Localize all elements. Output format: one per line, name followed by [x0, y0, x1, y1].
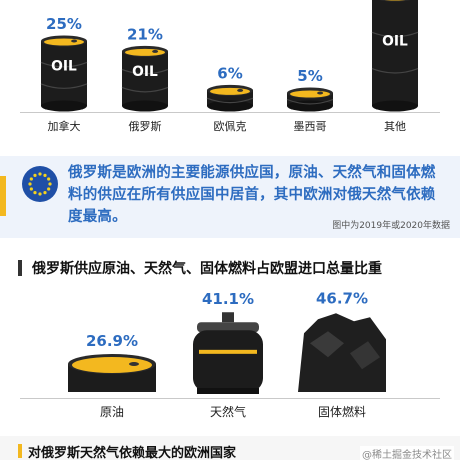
top-category-label: 欧佩克 [214, 119, 247, 133]
top-category-label: 加拿大 [48, 119, 81, 133]
section-title: 俄罗斯供应原油、天然气、固体燃料占欧盟进口总量比重 [18, 258, 382, 278]
barrel-mark-0: OIL [40, 35, 88, 112]
top-chart-panel: OIL 25% 加拿大 OIL 21% 俄罗斯 6% 欧佩克 5% 墨西哥 OIL 其他 [0, 0, 460, 145]
bottom-mark-1 [193, 312, 263, 394]
section-title-bar [18, 260, 22, 276]
bottom-value-label: 41.1% [202, 290, 254, 308]
info-accent-bar [0, 176, 6, 216]
barrel-mark-1: OIL [121, 45, 169, 112]
barrel-mark-2 [206, 84, 254, 112]
info-headline: 俄罗斯是欧洲的主要能源供应国，原油、天然气和固体燃料的供应在所有供应国中居首，其… [68, 165, 436, 225]
info-note: 图中为2019年或2020年数据 [332, 221, 450, 231]
top-value-label: 5% [297, 67, 322, 85]
bottom-category-label: 原油 [100, 405, 124, 419]
bottom-category-label: 天然气 [210, 404, 246, 419]
top-category-label: 俄罗斯 [129, 120, 162, 133]
bottom-chart-baseline [20, 398, 440, 399]
bottom-mark-2 [298, 313, 386, 392]
top-value-label: 25% [46, 15, 82, 33]
bottom-value-label: 46.7% [316, 289, 368, 307]
top-category-label: 墨西哥 [294, 120, 327, 133]
info-banner: 俄罗斯是欧洲的主要能源供应国，原油、天然气和固体燃料的供应在所有供应国中居首，其… [0, 156, 460, 238]
bottom-value-label: 26.9% [86, 332, 138, 350]
footer-accent-bar [18, 444, 22, 458]
barrel-oil-label: OIL [382, 34, 408, 50]
barrel-oil-label: OIL [51, 58, 77, 74]
bottom-chart-svg: 26.9% 原油 41.1% 天然气 46.7% 固体燃料 [68, 289, 386, 419]
footer-title: 对俄罗斯天然气依赖最大的欧洲国家 [28, 446, 237, 461]
eu-flag-icon [22, 166, 58, 202]
bottom-category-label: 固体燃料 [318, 404, 366, 419]
bottom-mark-0 [68, 354, 156, 392]
barrel-oil-label: OIL [132, 64, 158, 80]
top-chart-baseline [20, 112, 440, 113]
watermark: @稀土掘金技术社区 [360, 446, 454, 461]
barrel-mark-3 [286, 87, 334, 112]
top-value-label: 6% [217, 64, 242, 82]
top-chart-svg: OIL 25% 加拿大 OIL 21% 俄罗斯 6% 欧佩克 5% 墨西哥 OIL 其他 [40, 0, 419, 133]
top-value-label: 21% [127, 25, 163, 43]
section-title-text: 俄罗斯供应原油、天然气、固体燃料占欧盟进口总量比重 [32, 261, 382, 277]
top-category-label: 其他 [384, 120, 406, 133]
barrel-mark-4: OIL [371, 0, 419, 112]
